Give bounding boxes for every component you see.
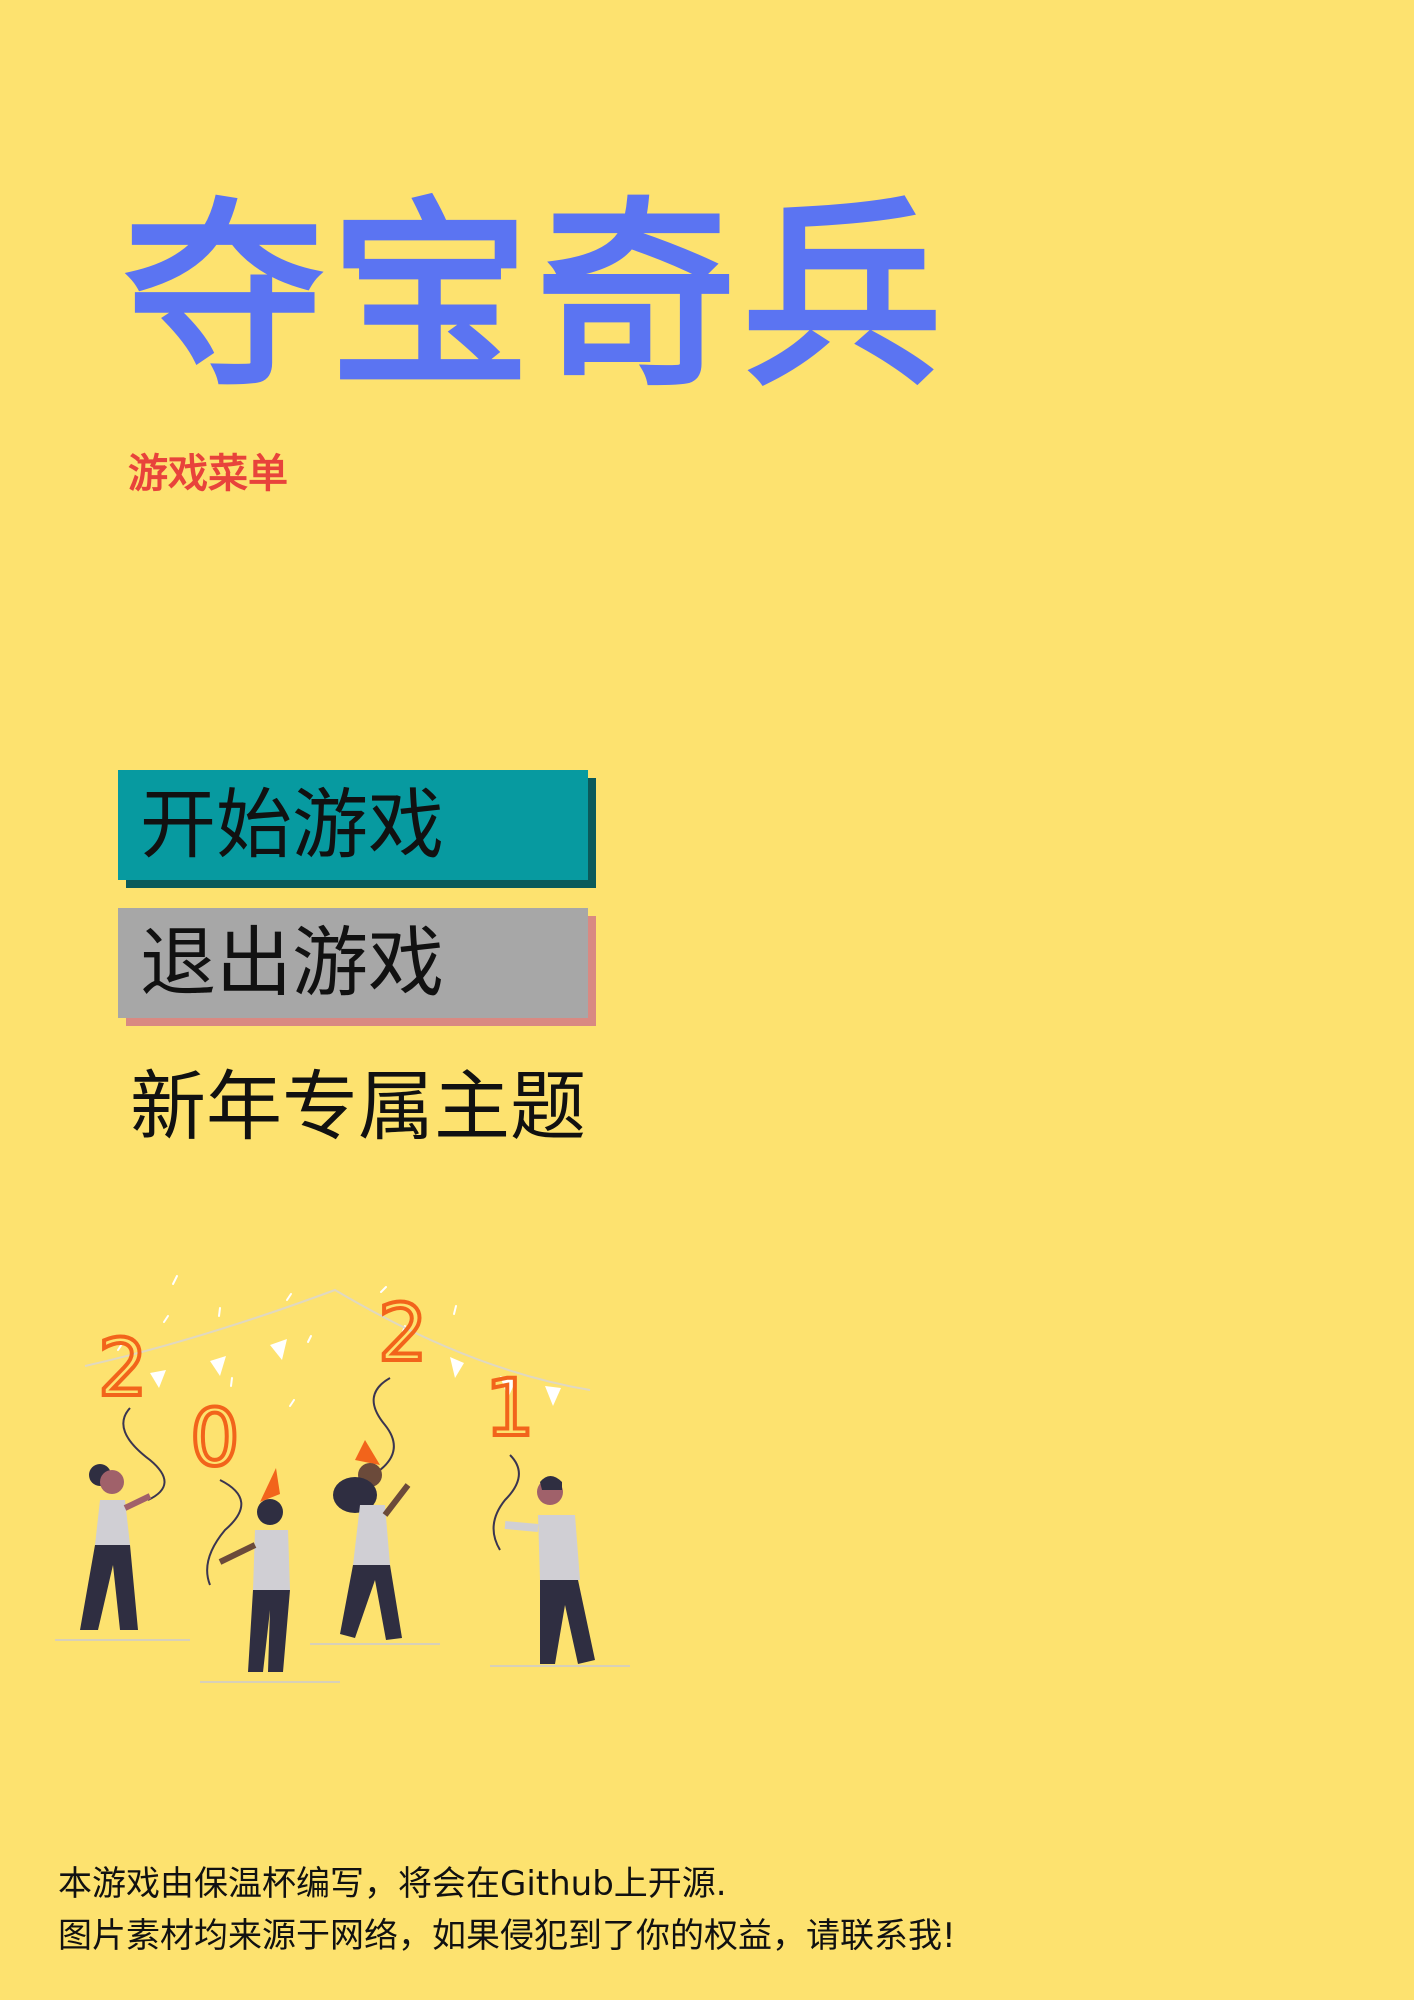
footer-notice: 本游戏由保温杯编写，将会在Github上开源. 图片素材均来源于网络，如果侵犯到…: [58, 1858, 956, 1962]
balloon-strings: [122, 1377, 520, 1586]
balloon-digit-2b: 2: [378, 1289, 428, 1379]
new-year-theme-label: 新年专属主题: [130, 1062, 586, 1151]
start-game-button[interactable]: 开始游戏: [118, 770, 596, 888]
balloon-digit-0: 0: [190, 1394, 240, 1484]
balloon-digits: 2 0 2 1: [96, 1287, 537, 1486]
footer-line-2: 图片素材均来源于网络，如果侵犯到了你的权益，请联系我!: [58, 1916, 956, 1956]
balloon-digit-1: 1: [485, 1364, 535, 1454]
start-game-label[interactable]: 开始游戏: [118, 770, 588, 880]
quit-game-button[interactable]: 退出游戏: [118, 908, 596, 1026]
person-boy-hat: [218, 1468, 290, 1672]
person-woman-center: [333, 1440, 411, 1640]
game-title: 夺宝奇兵: [124, 181, 949, 414]
new-year-party-illustration: 2 0 2 1: [55, 1275, 630, 1683]
footer-line-1: 本游戏由保温杯编写，将会在Github上开源.: [58, 1864, 727, 1904]
bunting-string: [84, 1288, 591, 1391]
ground-lines: [55, 1639, 630, 1683]
menu-subtitle: 游戏菜单: [128, 451, 288, 497]
person-woman-left: [80, 1464, 152, 1630]
person-man-right: [504, 1476, 595, 1664]
bunting-flags: [150, 1339, 561, 1406]
quit-game-label[interactable]: 退出游戏: [118, 908, 588, 1018]
balloon-digit-2a: 2: [98, 1324, 148, 1414]
